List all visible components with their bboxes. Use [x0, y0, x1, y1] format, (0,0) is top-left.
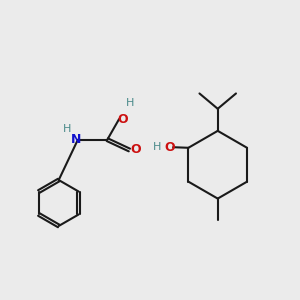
Text: H: H [126, 98, 134, 108]
Text: N: N [71, 133, 82, 146]
Text: H: H [153, 142, 162, 152]
Text: O: O [117, 112, 128, 126]
Text: O: O [130, 143, 141, 157]
Text: H: H [62, 124, 71, 134]
Text: O: O [165, 141, 176, 154]
